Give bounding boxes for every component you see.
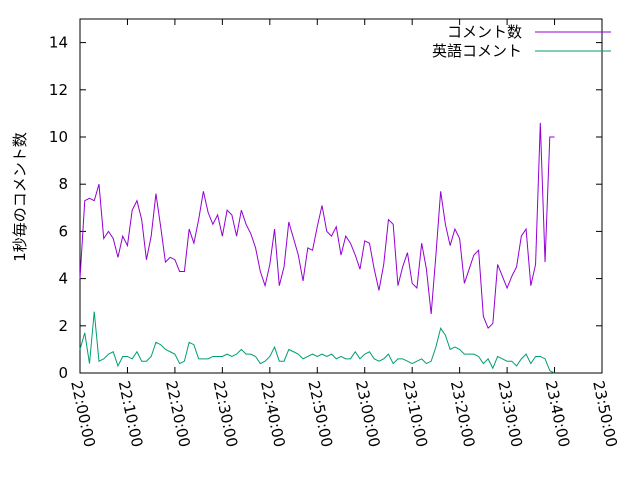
legend-label-1: コメント数 bbox=[447, 23, 522, 41]
x-tick-label: 23:30:00 bbox=[494, 379, 526, 449]
y-tick-label: 0 bbox=[58, 364, 68, 382]
x-tick-label: 23:40:00 bbox=[542, 379, 574, 449]
x-tick-label: 22:00:00 bbox=[67, 379, 99, 449]
x-tick-label: 23:10:00 bbox=[399, 379, 431, 449]
x-tick-label: 23:20:00 bbox=[447, 379, 479, 449]
x-tick-label: 22:50:00 bbox=[304, 379, 336, 449]
plot-frame bbox=[79, 18, 603, 374]
y-tick-label: 14 bbox=[49, 34, 68, 52]
y-axis-label: 1秒毎のコメント数 bbox=[11, 132, 29, 262]
y-tick-label: 12 bbox=[49, 81, 68, 99]
series-line-1 bbox=[79, 122, 555, 330]
x-tick-label: 22:20:00 bbox=[162, 379, 194, 449]
y-tick-label: 8 bbox=[58, 175, 68, 193]
y-tick-label: 2 bbox=[58, 317, 68, 335]
legend-label-2: 英語コメント bbox=[432, 42, 522, 60]
x-tick-label: 22:30:00 bbox=[210, 379, 242, 449]
y-tick-label: 10 bbox=[49, 128, 68, 146]
axes: 0 2 4 6 8 10 12 14 22:00:00 22:10:00 22:20:00 22:30… bbox=[49, 18, 621, 449]
x-tick-label: 22:40:00 bbox=[257, 379, 289, 449]
series-line-2 bbox=[79, 311, 555, 374]
y-tick-label: 6 bbox=[58, 222, 68, 240]
x-tick-label: 23:50:00 bbox=[589, 379, 621, 449]
series-layer bbox=[79, 122, 555, 374]
x-tick-label: 23:00:00 bbox=[352, 379, 384, 449]
y-tick-label: 4 bbox=[58, 270, 68, 288]
x-tick-label: 22:10:00 bbox=[115, 379, 147, 449]
